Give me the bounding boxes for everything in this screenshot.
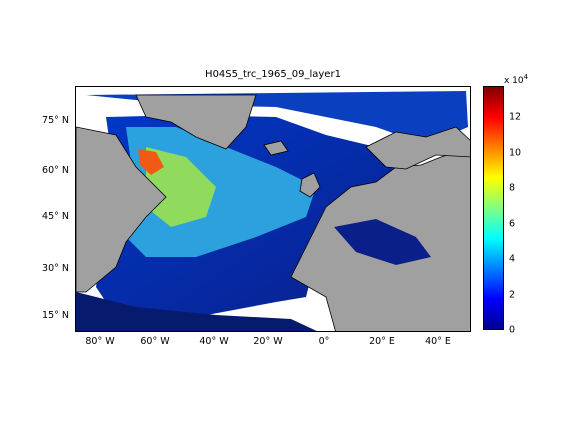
colorbar-tick: 2 [509,289,516,301]
x-tick-label: 20° W [253,336,283,347]
colorbar-tick: 8 [509,182,516,194]
southern-ocean [76,292,317,331]
map-svg [76,87,470,331]
map-title: H04S5_trc_1965_09_layer1 [205,69,341,80]
peak-concentration [138,149,164,175]
colorbar-tick: 12 [509,111,522,123]
y-tick-label: 75° N [42,115,69,126]
x-tick-label: 80° W [85,336,115,347]
iceland [263,140,289,156]
x-tick-label: 0° [318,336,330,347]
colorbar [483,86,504,330]
mediterranean-sea [334,219,431,265]
greenland [135,94,257,150]
colorbar-tick: 10 [509,147,522,159]
y-tick-label: 15° N [42,310,69,321]
x-tick-label: 20° E [369,336,395,347]
colorbar-tick: 4 [509,253,516,265]
y-tick-label: 30° N [42,263,69,274]
x-tick-label: 60° W [140,336,170,347]
map-panel [75,86,471,332]
x-tick-label: 40° W [199,336,229,347]
colorbar-tick: 0 [509,324,516,336]
arctic-ocean [86,91,468,145]
north-america [76,126,167,293]
y-tick-label: 45° N [42,211,69,222]
x-tick-label: 40° E [425,336,451,347]
colorbar-multiplier: x 104 [504,73,529,86]
scandinavia [365,126,470,170]
y-tick-label: 60° N [42,165,69,176]
british-isles [299,172,321,198]
colorbar-tick: 6 [509,218,516,230]
